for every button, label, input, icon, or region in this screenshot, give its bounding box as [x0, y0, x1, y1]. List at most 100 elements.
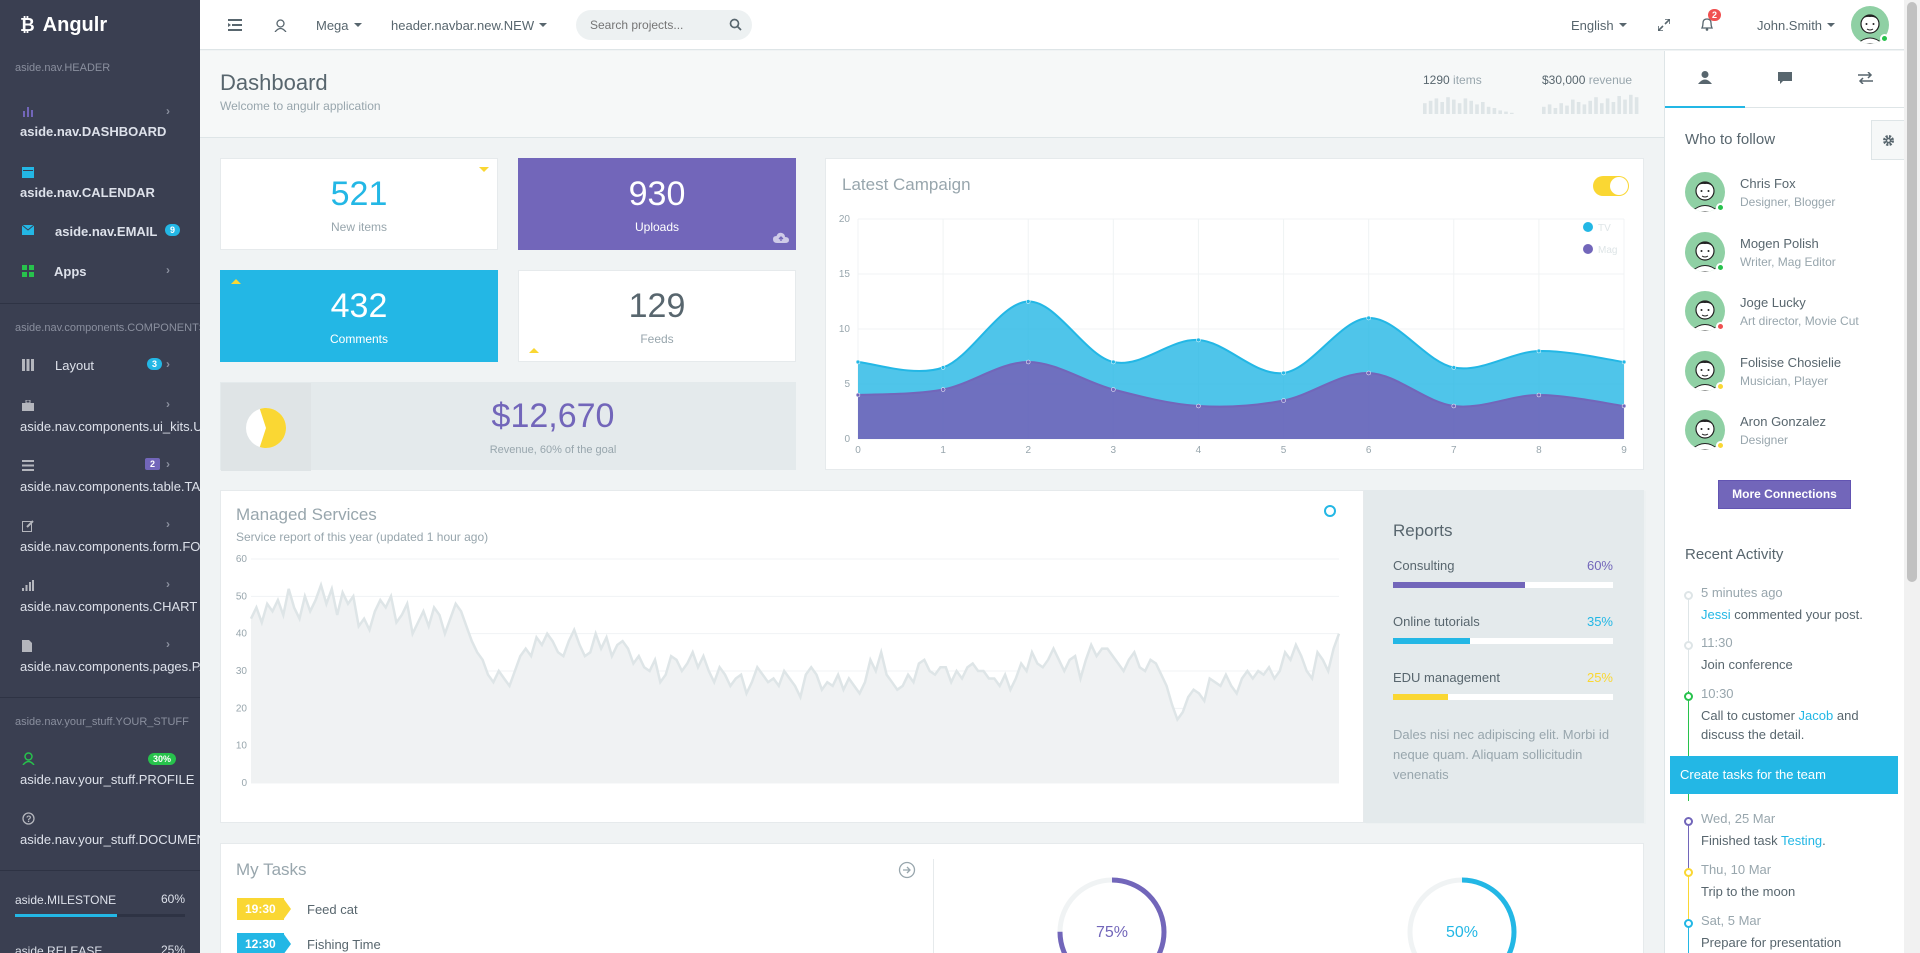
revenue-card: $12,670 Revenue, 60% of the goal	[220, 382, 796, 471]
file-icon	[22, 640, 32, 652]
activity-item: Wed, 25 Mar Finished task Testing.	[1701, 811, 1901, 850]
campaign-toggle[interactable]	[1593, 176, 1629, 196]
highlight-task[interactable]: Create tasks for the team	[1670, 756, 1898, 794]
sidebar-item-chart[interactable]: aside.nav.components.CHART ›	[0, 577, 200, 617]
activity-item: Sat, 5 Mar Prepare for presentation	[1701, 913, 1901, 952]
sparkline-bar	[1582, 104, 1587, 114]
follow-name[interactable]: Aron Gonzalez	[1740, 414, 1826, 429]
refresh-indicator[interactable]	[1324, 505, 1336, 517]
more-connections-button[interactable]: More Connections	[1718, 480, 1851, 509]
sparkline-bar	[1588, 100, 1592, 114]
activity-link[interactable]: Jacob	[1798, 708, 1834, 723]
follow-name[interactable]: Mogen Polish	[1740, 235, 1819, 251]
activity-link[interactable]: Testing	[1780, 833, 1823, 848]
new-label: header.navbar.new.NEW	[391, 17, 535, 33]
sidebar-item-label: aside.nav.your_stuff.DOCUMENTS	[20, 832, 200, 847]
sidebar-item-pages[interactable]: aside.nav.components.pages.PAGES ›	[0, 637, 200, 677]
follow-item[interactable]: Aron Gonzalez Designer	[1685, 410, 1895, 465]
follow-item[interactable]: Chris Fox Designer, Blogger	[1685, 172, 1895, 227]
sidebar-item-ui-kits[interactable]: aside.nav.components.ui_kits.UI_KITS ›	[0, 397, 200, 437]
sidebar-item-table[interactable]: aside.nav.components.table.TABLE 2 ›	[0, 457, 200, 497]
language-dropdown[interactable]: English	[1571, 0, 1627, 50]
task-time: 19:30	[237, 898, 284, 920]
y-tick-label: 60	[236, 554, 248, 565]
tab-users[interactable]	[1665, 51, 1745, 108]
report-item: Consulting 60%	[1393, 558, 1613, 588]
user-menu[interactable]: John.Smith	[1757, 0, 1836, 50]
stat-card-feeds[interactable]: 129 Feeds	[518, 270, 796, 362]
activity-link[interactable]: Jessi	[1701, 607, 1731, 622]
x-tick-label: 7	[1451, 445, 1457, 456]
columns-icon	[22, 359, 34, 371]
user-outline-icon[interactable]	[274, 0, 287, 50]
y-tick-label: 40	[236, 629, 248, 640]
sidebar-item-calendar[interactable]: aside.nav.CALENDAR	[0, 163, 200, 203]
brand[interactable]: ₿ Angulr	[0, 0, 200, 50]
report-value: 25%	[1586, 670, 1613, 685]
user-icon	[22, 752, 35, 765]
managed-services-panel: Managed Services Service report of this …	[220, 490, 1646, 824]
sidebar-item-email[interactable]: aside.nav.EMAIL 9	[0, 222, 200, 242]
milestone-bar	[15, 914, 185, 917]
x-tick-label: 0	[855, 445, 861, 456]
sidebar-item-apps[interactable]: Apps ›	[0, 262, 200, 282]
new-dropdown[interactable]: header.navbar.new.NEW	[391, 0, 548, 50]
activity-time: 5 minutes ago	[1701, 585, 1783, 600]
data-point	[1451, 365, 1457, 370]
release-value: 25%	[160, 943, 185, 953]
stat-card-new-items[interactable]: 521 New items	[220, 158, 498, 250]
search-input[interactable]	[590, 18, 720, 32]
stat-value: 930	[628, 175, 686, 213]
task-name: Fishing Time	[307, 937, 381, 952]
aside-tabs	[1665, 51, 1904, 108]
follow-item[interactable]: Joge Lucky Art director, Movie Cut	[1685, 291, 1895, 346]
data-point	[940, 387, 946, 392]
sidebar-item-form[interactable]: aside.nav.components.form.FORM ›	[0, 517, 200, 557]
avatar[interactable]	[1685, 410, 1725, 450]
sidebar-item-documents[interactable]: ? aside.nav.your_stuff.DOCUMENTS	[0, 810, 200, 850]
user-name: John.Smith	[1757, 17, 1823, 33]
follow-item[interactable]: Mogen Polish Writer, Mag Editor	[1685, 231, 1895, 287]
status-dot	[1716, 381, 1725, 391]
scrollbar-thumb[interactable]	[1907, 2, 1917, 582]
caret-down-icon	[353, 23, 362, 27]
mega-dropdown[interactable]: Mega	[316, 0, 362, 50]
gauge-track	[1407, 877, 1517, 953]
sparkline-bar	[1452, 99, 1456, 114]
chevron-right-icon: ›	[166, 397, 170, 411]
tab-transfer[interactable]	[1825, 51, 1904, 108]
stat-card-comments[interactable]: 432 Comments	[220, 270, 498, 362]
sidebar-item-dashboard[interactable]: aside.nav.DASHBOARD ›	[0, 100, 200, 144]
sparkline-bar	[1559, 103, 1563, 114]
sidebar-item-label: aside.nav.components.ui_kits.UI_KITS	[20, 419, 200, 434]
fullscreen-icon[interactable]	[1658, 0, 1670, 50]
stat-card-uploads[interactable]: 930 Uploads	[518, 158, 796, 250]
stat-label: Comments	[329, 332, 388, 346]
settings-toggle[interactable]	[1871, 120, 1904, 160]
follow-name[interactable]: Folisise Chosielie	[1740, 354, 1842, 370]
search-icon[interactable]	[729, 18, 742, 34]
activity-time: Wed, 25 Mar	[1701, 811, 1776, 826]
sidebar-item-profile[interactable]: aside.nav.your_stuff.PROFILE 30%	[0, 750, 200, 790]
data-point	[1536, 348, 1542, 354]
sparkline-bar	[1629, 94, 1633, 114]
task-gauge-50	[1407, 877, 1517, 953]
gear-icon	[1882, 134, 1895, 150]
follow-item[interactable]: Folisise Chosielie Musician, Player	[1685, 350, 1895, 406]
items-sparkline	[1423, 97, 1514, 114]
status-dot	[1716, 322, 1725, 331]
tab-messages[interactable]	[1745, 51, 1825, 108]
activity-time: Thu, 10 Mar	[1701, 862, 1772, 877]
page-title: Dashboard	[220, 70, 328, 95]
report-item: Online tutorials 35%	[1393, 614, 1613, 644]
notifications-bell[interactable]: 2	[1700, 0, 1722, 50]
arrow-circle-right-icon[interactable]	[898, 861, 916, 882]
data-point	[855, 392, 861, 398]
follow-name[interactable]: Joge Lucky	[1740, 295, 1806, 310]
sparkline-bar	[1481, 102, 1485, 114]
sidebar-item-layout[interactable]: Layout 3 ›	[0, 356, 200, 376]
menu-toggle-icon[interactable]	[228, 0, 242, 50]
x-tick-label: 5	[1281, 445, 1287, 456]
follow-name[interactable]: Chris Fox	[1740, 176, 1796, 191]
sparkline-bar	[1428, 100, 1433, 114]
